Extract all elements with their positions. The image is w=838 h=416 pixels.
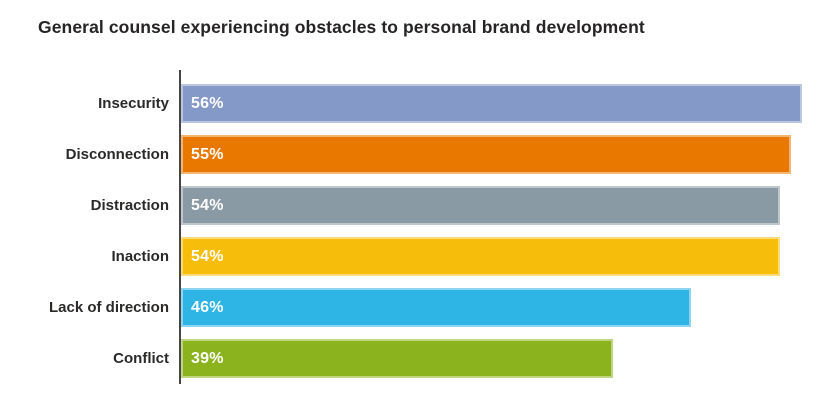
category-label: Insecurity bbox=[98, 95, 169, 112]
category-label: Conflict bbox=[113, 350, 169, 367]
category-label: Inaction bbox=[111, 248, 169, 265]
bar-area: 54% bbox=[181, 186, 838, 225]
bar-inaction: 54% bbox=[181, 237, 780, 276]
bar-conflict: 39% bbox=[181, 339, 614, 378]
value-label: 46% bbox=[191, 298, 224, 316]
bar-row-disconnection: Disconnection 55% bbox=[0, 135, 838, 174]
bar-row-lack-of-direction: Lack of direction 46% bbox=[0, 288, 838, 327]
bar-area: 46% bbox=[181, 288, 838, 327]
bar-disconnection: 55% bbox=[181, 135, 791, 174]
bar-row-distraction: Distraction 54% bbox=[0, 186, 838, 225]
chart-title: General counsel experiencing obstacles t… bbox=[38, 17, 645, 37]
y-axis-line bbox=[179, 70, 181, 384]
value-label: 54% bbox=[191, 196, 224, 214]
category-label: Lack of direction bbox=[48, 299, 169, 316]
bar-area: 55% bbox=[181, 135, 838, 174]
bar-area: 54% bbox=[181, 237, 838, 276]
bar-area: 39% bbox=[181, 339, 838, 378]
category-label: Disconnection bbox=[65, 146, 169, 163]
chart-plot-area: Insecurity 56% Disconnection 55% Distrac… bbox=[0, 70, 838, 384]
bar-row-insecurity: Insecurity 56% bbox=[0, 84, 838, 123]
value-label: 39% bbox=[191, 349, 224, 367]
bar-insecurity: 56% bbox=[181, 84, 802, 123]
bar-lack-of-direction: 46% bbox=[181, 288, 692, 327]
bar-row-inaction: Inaction 54% bbox=[0, 237, 838, 276]
bar-area: 56% bbox=[181, 84, 838, 123]
value-label: 55% bbox=[191, 145, 224, 163]
bar-row-conflict: Conflict 39% bbox=[0, 339, 838, 378]
category-label: Distraction bbox=[90, 197, 169, 214]
bar-distraction: 54% bbox=[181, 186, 780, 225]
value-label: 56% bbox=[191, 94, 224, 112]
value-label: 54% bbox=[191, 247, 224, 265]
